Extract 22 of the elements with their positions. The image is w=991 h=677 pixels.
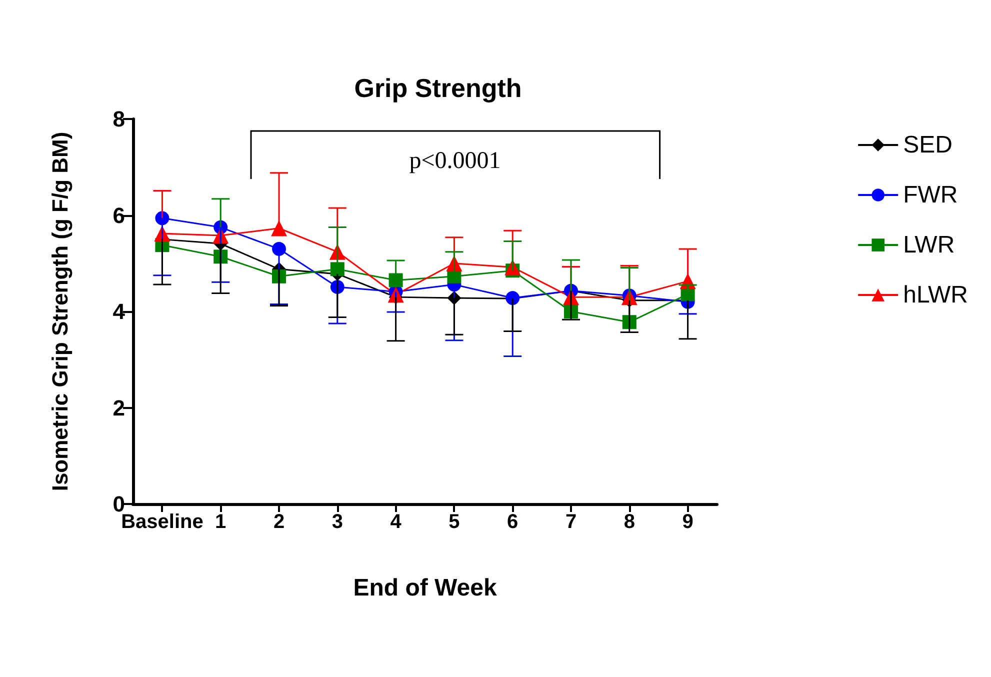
y-axis-title: Isometric Grip Strength (g F/g BM) <box>48 132 72 492</box>
x-tick-label: 6 <box>507 511 518 533</box>
y-tick-label: 8 <box>112 106 125 132</box>
x-tick-label: 9 <box>682 511 694 533</box>
y-tick-label: 6 <box>112 202 125 228</box>
x-tick-label: 5 <box>448 511 460 533</box>
x-tick-label: 2 <box>273 511 285 533</box>
x-tick-label: 7 <box>565 511 577 533</box>
legend-label: LWR <box>903 232 955 258</box>
x-tick-label: 1 <box>215 511 226 533</box>
x-tick-label: 3 <box>332 511 343 533</box>
y-tick-label: 4 <box>112 299 126 324</box>
legend-label: SED <box>903 132 952 158</box>
annotation: p<0.0001 <box>409 148 501 174</box>
x-tick-label: Baseline <box>121 511 204 533</box>
x-tick-label: 4 <box>390 511 402 533</box>
y-tick-label: 2 <box>112 395 125 420</box>
chart-title: Grip Strength <box>354 73 522 103</box>
legend-label: FWR <box>903 182 958 208</box>
x-axis-title: End of Week <box>353 574 498 602</box>
legend-label: hLWR <box>903 282 968 308</box>
x-tick-label: 8 <box>624 511 635 533</box>
